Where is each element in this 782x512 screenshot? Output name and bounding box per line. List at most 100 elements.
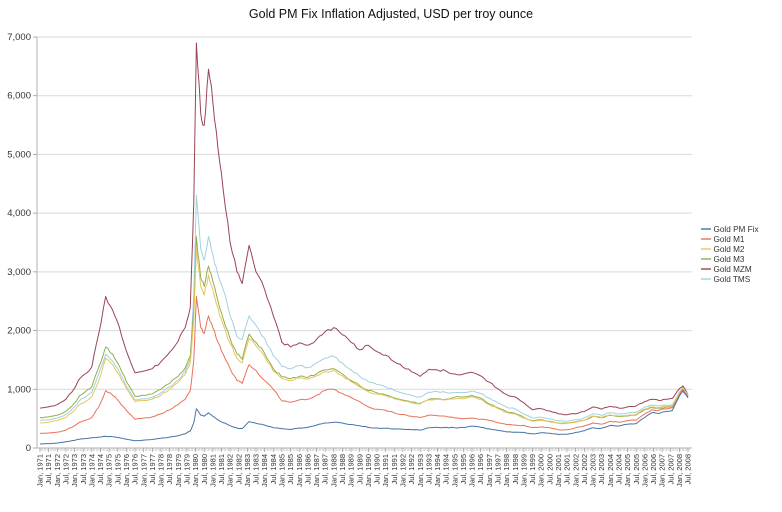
series-line-gold-tms	[39, 195, 689, 422]
x-axis-label: Jan, 1972	[53, 454, 62, 487]
x-axis-label: Jan, 2006	[640, 454, 649, 487]
x-axis-label: Jan, 2007	[658, 454, 667, 487]
x-axis-label: Jul, 1974	[96, 454, 105, 484]
x-axis-label: Jan, 2003	[589, 454, 598, 487]
x-axis-label: Jul, 1973	[79, 454, 88, 484]
x-minor-ticks	[39, 448, 690, 451]
y-axis-label: 5,000	[7, 149, 31, 160]
x-axis-label: Jan, 1977	[139, 454, 148, 487]
x-axis-label: Jul, 1977	[148, 454, 157, 484]
legend-label: Gold M3	[714, 255, 745, 264]
legend-item: Gold M3	[701, 255, 745, 264]
x-axis-label: Jul, 1971	[44, 454, 53, 484]
y-axis-label: 6,000	[7, 91, 31, 102]
legend-item: Gold M1	[701, 235, 745, 244]
legend-label: Gold PM Fix	[714, 225, 759, 234]
x-axis-label: Jul, 1983	[252, 454, 261, 484]
y-grid: 0 1,000 2,000 3,000 4,000 5,000 6,000 7,000	[7, 32, 692, 454]
x-axis-label: Jan, 2004	[606, 454, 615, 487]
x-axis-label: Jul, 1988	[338, 454, 347, 484]
x-axis-label: Jul, 1991	[390, 454, 399, 484]
x-axis-label: Jul, 1976	[131, 454, 140, 484]
x-axis-label: Jan, 1987	[312, 454, 321, 487]
x-axis-label: Jul, 2008	[684, 454, 693, 484]
x-axis-label: Jul, 1984	[269, 454, 278, 484]
legend-label: Gold TMS	[714, 275, 751, 284]
x-axis-label: Jul, 2001	[563, 454, 572, 484]
x-axis-label: Jan, 1976	[122, 454, 131, 487]
y-axis-label: 1,000	[7, 384, 31, 395]
x-axis-label: Jan, 1996	[468, 454, 477, 487]
x-axis-label: Jul, 1978	[165, 454, 174, 484]
x-axis-label: Jan, 1994	[433, 454, 442, 487]
x-axis-label: Jan, 1981	[208, 454, 217, 487]
legend-item: Gold MZM	[701, 265, 752, 274]
x-axis-label: Jan, 1989	[347, 454, 356, 487]
x-axis-label: Jul, 1982	[234, 454, 243, 484]
y-axis-label: 4,000	[7, 208, 31, 219]
series-line-gold-m1	[39, 296, 689, 434]
x-axis-label: Jul, 2000	[545, 454, 554, 484]
legend-item: Gold PM Fix	[701, 225, 759, 234]
legend-label: Gold M1	[714, 235, 745, 244]
x-axis-label: Jan, 1988	[329, 454, 338, 487]
legend-label: Gold MZM	[714, 265, 752, 274]
x-axis-label: Jan, 1986	[295, 454, 304, 487]
x-axis-label: Jul, 1993	[424, 454, 433, 484]
x-axis-label: Jul, 2005	[632, 454, 641, 484]
x-axis-label: Jan, 1975	[105, 454, 114, 487]
series-line-gold-mzm	[39, 42, 689, 416]
x-axis-label: Jul, 2004	[614, 454, 623, 484]
x-axis-label: Jan, 1995	[450, 454, 459, 487]
x-axis-label: Jan, 1984	[260, 454, 269, 487]
x-axis-label: Jan, 1998	[502, 454, 511, 487]
x-axis-label: Jul, 2006	[649, 454, 658, 484]
x-axis-label: Jul, 1981	[217, 454, 226, 484]
x-axis-label: Jul, 1975	[113, 454, 122, 484]
x-axis-label: Jul, 1972	[62, 454, 71, 484]
x-axis-label: Jan, 1997	[485, 454, 494, 487]
x-axis-label: Jul, 1990	[373, 454, 382, 484]
x-axis-label: Jul, 1998	[511, 454, 520, 484]
series-lines	[39, 42, 689, 445]
x-axis-label: Jul, 1989	[355, 454, 364, 484]
x-axis-label: Jul, 1986	[303, 454, 312, 484]
x-axis-label: Jan, 2000	[537, 454, 546, 487]
legend-item: Gold TMS	[701, 275, 751, 284]
y-axis-label: 0	[26, 443, 31, 454]
x-axis-label: Jan, 1973	[70, 454, 79, 487]
x-axis-label: Jul, 1980	[200, 454, 209, 484]
y-axis-label: 7,000	[7, 32, 31, 43]
x-axis-label: Jul, 1992	[407, 454, 416, 484]
x-axis-label: Jan, 1991	[381, 454, 390, 487]
x-axis-label: Jan, 1999	[519, 454, 528, 487]
x-axis-label: Jan, 1990	[364, 454, 373, 487]
x-axis-label: Jan, 2005	[623, 454, 632, 487]
x-axis-label: Jul, 1995	[459, 454, 468, 484]
x-axis-label: Jan, 1985	[278, 454, 287, 487]
x-axis-label: Jul, 1997	[494, 454, 503, 484]
x-axis-label: Jan, 2002	[571, 454, 580, 487]
series-line-gold-m2	[39, 247, 689, 425]
x-axis-label: Jan, 2001	[554, 454, 563, 487]
x-axis-label: Jan, 1979	[174, 454, 183, 487]
x-axis-label: Jan, 1982	[226, 454, 235, 487]
x-axis-label: Jan, 1978	[157, 454, 166, 487]
x-axis-label: Jul, 1996	[476, 454, 485, 484]
series-line-gold-pm-fix	[40, 390, 689, 445]
x-axis-label: Jul, 2007	[666, 454, 675, 484]
x-axis-label: Jan, 1980	[191, 454, 200, 487]
x-axis-label: Jan, 1974	[87, 454, 96, 487]
y-axis-label: 3,000	[7, 267, 31, 278]
legend-item: Gold M2	[701, 245, 745, 254]
y-axis-label: 2,000	[7, 326, 31, 337]
x-axis-label: Jul, 2002	[580, 454, 589, 484]
x-axis-label: Jan, 1992	[398, 454, 407, 487]
x-axis-label: Jul, 1994	[442, 454, 451, 484]
x-axis-label: Jul, 1999	[528, 454, 537, 484]
legend-label: Gold M2	[714, 245, 745, 254]
x-axis-label: Jan, 1993	[416, 454, 425, 487]
